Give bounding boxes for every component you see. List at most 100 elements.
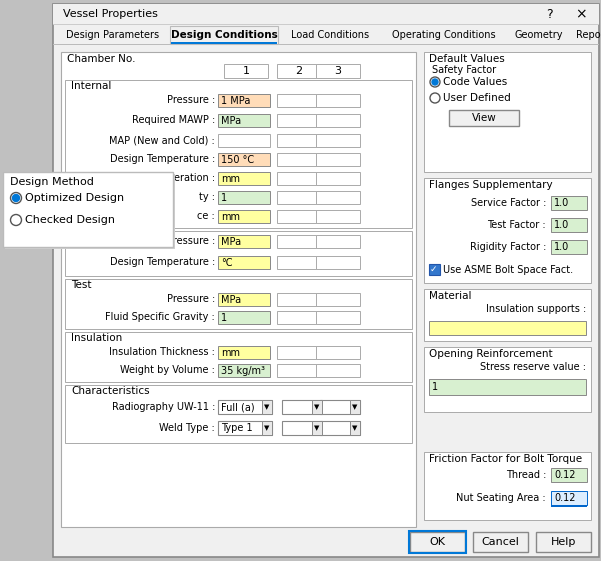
Bar <box>316 191 360 204</box>
Bar <box>277 256 321 269</box>
Bar <box>424 52 591 172</box>
Bar <box>277 235 321 248</box>
Text: mm: mm <box>221 211 240 222</box>
Bar <box>316 364 360 377</box>
Bar <box>218 256 270 269</box>
Circle shape <box>432 79 438 85</box>
Text: 150 °C: 150 °C <box>221 154 254 164</box>
Bar <box>282 421 322 435</box>
Text: Service Factor :: Service Factor : <box>471 198 546 208</box>
Text: Design Temperature :: Design Temperature : <box>110 257 215 267</box>
Text: 1: 1 <box>432 382 438 392</box>
Bar <box>316 94 360 107</box>
Text: Weight by Volume :: Weight by Volume : <box>120 365 215 375</box>
Text: Friction Factor for Bolt Torque: Friction Factor for Bolt Torque <box>429 454 582 464</box>
Text: ty :: ty : <box>199 192 215 202</box>
Text: Radiography UW-11 :: Radiography UW-11 : <box>112 402 215 412</box>
Text: ▼: ▼ <box>314 404 320 410</box>
Bar <box>473 532 528 552</box>
Bar <box>551 491 587 505</box>
Bar <box>53 44 599 45</box>
Text: 0.12: 0.12 <box>554 470 576 480</box>
Text: Pressure :: Pressure : <box>166 294 215 304</box>
Text: Full (a): Full (a) <box>221 402 255 412</box>
Circle shape <box>430 77 440 87</box>
Bar <box>65 332 412 382</box>
Text: 1: 1 <box>221 192 227 203</box>
Text: Material: Material <box>429 291 472 301</box>
Bar <box>218 293 270 306</box>
Text: Flanges Supplementary: Flanges Supplementary <box>429 180 553 190</box>
Text: User Defined: User Defined <box>443 93 511 103</box>
Text: Report: Report <box>576 30 601 40</box>
Text: Default Values: Default Values <box>429 54 505 64</box>
Text: Chamber No.: Chamber No. <box>67 54 135 64</box>
Text: 1.0: 1.0 <box>554 198 569 208</box>
Text: Help: Help <box>551 537 576 547</box>
Text: Internal: Internal <box>71 81 111 91</box>
Text: MPa: MPa <box>221 237 241 246</box>
Circle shape <box>10 214 22 226</box>
Text: Type 1: Type 1 <box>221 423 252 433</box>
Text: ?: ? <box>546 7 552 21</box>
Bar <box>277 210 321 223</box>
Text: Load Conditions: Load Conditions <box>291 30 369 40</box>
Text: Pressure :: Pressure : <box>166 95 215 105</box>
Text: Design Temperature :: Design Temperature : <box>110 154 215 164</box>
Bar <box>551 196 587 210</box>
Bar <box>277 191 321 204</box>
Bar <box>3 172 173 247</box>
Bar <box>218 191 270 204</box>
Text: mm: mm <box>221 347 240 357</box>
Text: 1: 1 <box>221 312 227 323</box>
Bar <box>171 42 277 44</box>
Bar <box>312 400 322 414</box>
Text: Thread :: Thread : <box>505 470 546 480</box>
Bar <box>316 134 360 147</box>
Bar <box>218 311 270 324</box>
Text: ce :: ce : <box>197 211 215 221</box>
Text: ▼: ▼ <box>352 425 358 431</box>
Bar <box>53 4 599 24</box>
Bar <box>316 293 360 306</box>
Bar <box>316 172 360 185</box>
Bar <box>410 532 465 552</box>
Text: ▼: ▼ <box>314 425 320 431</box>
Text: Required MAWP :: Required MAWP : <box>132 115 215 125</box>
Text: ▼: ▼ <box>264 425 270 431</box>
Bar <box>5 174 175 249</box>
Bar <box>551 468 587 482</box>
Bar <box>316 153 360 166</box>
Text: 1: 1 <box>242 66 249 76</box>
Bar <box>316 346 360 359</box>
Text: Stress reserve value :: Stress reserve value : <box>480 362 586 372</box>
Bar <box>218 400 272 414</box>
Bar <box>429 379 586 395</box>
Bar <box>277 172 321 185</box>
Bar <box>316 311 360 324</box>
Bar <box>429 264 440 275</box>
Bar <box>312 421 322 435</box>
Text: ✓: ✓ <box>430 265 438 274</box>
Text: ×: × <box>575 7 587 21</box>
Bar <box>316 235 360 248</box>
Text: MPa: MPa <box>221 295 241 305</box>
Text: °C: °C <box>221 257 233 268</box>
Text: MPa: MPa <box>221 116 241 126</box>
Bar <box>277 134 321 147</box>
Text: Design Parameters: Design Parameters <box>66 30 159 40</box>
Bar <box>424 178 591 283</box>
Bar <box>65 80 412 228</box>
Text: mm: mm <box>221 173 240 183</box>
Text: Code Values: Code Values <box>443 77 507 87</box>
Text: Operating Conditions: Operating Conditions <box>392 30 496 40</box>
Bar <box>218 94 270 107</box>
Bar <box>316 114 360 127</box>
Bar <box>277 293 321 306</box>
Bar <box>277 114 321 127</box>
Text: Use ASME Bolt Space Fact.: Use ASME Bolt Space Fact. <box>443 264 573 274</box>
Bar <box>218 364 270 377</box>
Bar <box>316 256 360 269</box>
Text: MAP (New and Cold) :: MAP (New and Cold) : <box>109 135 215 145</box>
Bar <box>424 289 591 341</box>
